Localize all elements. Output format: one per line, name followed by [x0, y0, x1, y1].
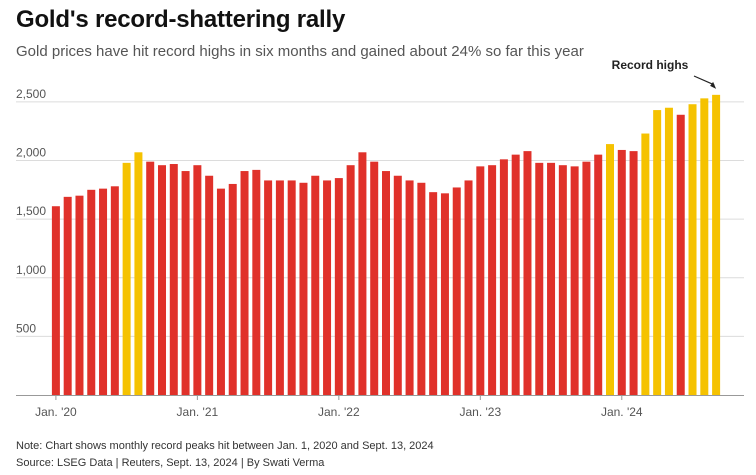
bar	[146, 161, 155, 395]
bar	[87, 189, 96, 395]
annotation-arrow	[693, 75, 715, 86]
bar-record-high	[664, 107, 673, 396]
bar-record-high	[688, 104, 697, 395]
bar	[370, 161, 379, 395]
bar-record-high	[641, 133, 650, 395]
bar	[511, 154, 520, 395]
bar	[346, 165, 355, 395]
bar	[275, 180, 284, 395]
bar	[476, 166, 485, 395]
annotation-arrowhead	[710, 81, 717, 89]
chart-title: Gold's record-shattering rally	[16, 6, 346, 33]
bar	[63, 196, 72, 395]
y-tick-label: 2,500	[16, 87, 46, 101]
annotation-label: Record highs	[612, 58, 689, 72]
bar	[570, 166, 579, 395]
bar	[617, 149, 626, 395]
bar	[110, 186, 119, 395]
bar	[181, 171, 190, 395]
bar	[264, 180, 273, 395]
bar	[393, 175, 402, 395]
bar	[594, 154, 603, 395]
bar	[287, 180, 296, 395]
bar	[405, 180, 414, 395]
bar	[452, 187, 461, 395]
bar	[252, 169, 261, 395]
bar	[205, 175, 214, 395]
bar	[240, 171, 249, 395]
bar	[488, 165, 497, 395]
bar	[429, 192, 438, 395]
bar	[676, 114, 685, 396]
bar	[51, 206, 60, 395]
bar	[169, 164, 178, 395]
x-tick-label: Jan. '20	[35, 405, 77, 419]
bar	[358, 152, 367, 395]
bar	[417, 182, 426, 395]
bar	[216, 188, 225, 395]
bar	[311, 175, 320, 395]
y-tick-label: 1,000	[16, 263, 46, 277]
x-tick-label: Jan. '23	[459, 405, 501, 419]
bar-record-high	[134, 152, 143, 395]
bar	[629, 151, 638, 395]
chart-note: Note: Chart shows monthly record peaks h…	[16, 440, 434, 452]
bar	[499, 159, 508, 395]
bar	[382, 171, 390, 395]
bar-record-high	[122, 162, 131, 395]
bar	[523, 151, 532, 395]
bar	[558, 165, 567, 395]
bar	[75, 195, 84, 395]
bar	[535, 162, 544, 395]
bar	[158, 165, 166, 395]
bar	[547, 162, 556, 395]
bar	[299, 182, 308, 395]
bar-record-high	[606, 144, 614, 395]
bar-record-high	[712, 94, 721, 395]
x-tick-label: Jan. '24	[601, 405, 643, 419]
bar-record-high	[700, 98, 709, 396]
bar	[99, 188, 108, 395]
bar	[464, 180, 473, 395]
x-tick-label: Jan. '21	[177, 405, 219, 419]
bar	[440, 193, 449, 395]
y-tick-label: 2,000	[16, 146, 46, 160]
y-tick-label: 1,500	[16, 204, 46, 218]
bar	[193, 165, 202, 395]
y-tick-label: 500	[16, 321, 36, 335]
chart-subtitle: Gold prices have hit record highs in six…	[16, 43, 584, 60]
bar	[323, 180, 332, 395]
bar	[334, 178, 343, 395]
x-tick-label: Jan. '22	[318, 405, 360, 419]
bar	[582, 161, 591, 395]
chart-source: Source: LSEG Data | Reuters, Sept. 13, 2…	[16, 457, 325, 469]
bar-record-high	[653, 110, 662, 396]
bar	[228, 183, 237, 395]
